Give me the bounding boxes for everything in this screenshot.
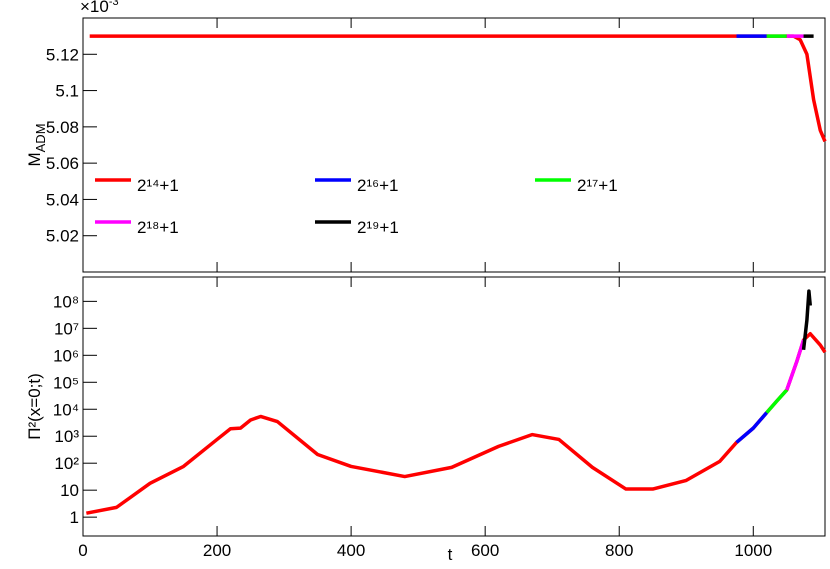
x-tick-label: 1000 <box>734 541 772 560</box>
x-tick-label: 400 <box>337 541 365 560</box>
y-tick-label: 5.06 <box>46 154 79 173</box>
y-tick-label: 10⁴ <box>53 400 79 419</box>
y-tick-label: 10⁵ <box>53 373 79 392</box>
plot-frame <box>82 276 826 537</box>
axis-multiplier-exponent: -3 <box>109 0 119 8</box>
axis-multiplier-base: ×10 <box>80 0 109 16</box>
legend-label: 2¹⁶+1 <box>357 176 399 195</box>
y-tick-label: 10⁸ <box>53 292 79 311</box>
plot-frame <box>82 17 826 273</box>
x-tick-label: 800 <box>605 541 633 560</box>
y-axis-title: Π²(x=0;t) <box>25 373 44 440</box>
axis-multiplier: ×10-3 <box>80 0 119 16</box>
y-tick-label: 10⁶ <box>53 346 79 365</box>
series-line <box>89 34 827 143</box>
y-axis-title-main: M <box>25 152 44 166</box>
legend-label: 2¹⁹+1 <box>357 218 399 237</box>
legend-label: 2¹⁷+1 <box>577 176 618 195</box>
y-tick-label: 10³ <box>54 427 79 446</box>
y-axis-title-sub: ADM <box>33 123 48 152</box>
series-line <box>765 388 789 414</box>
series-line <box>735 411 769 444</box>
legend-label: 2¹⁸+1 <box>137 218 179 237</box>
series-line <box>785 339 806 391</box>
legend-label: 2¹⁴+1 <box>137 176 179 195</box>
y-axis-title: MADM <box>25 123 48 166</box>
x-tick-label: 0 <box>78 541 87 560</box>
series-line <box>801 289 812 350</box>
y-tick-label: 5.12 <box>46 45 79 64</box>
series-line <box>86 331 827 515</box>
y-tick-label: 10⁷ <box>54 319 79 338</box>
y-tick-label: 5.04 <box>46 190 79 209</box>
y-tick-label: 10² <box>54 454 79 473</box>
y-tick-label: 5.02 <box>46 227 79 246</box>
x-tick-label: 600 <box>471 541 499 560</box>
x-axis-title: t <box>448 545 453 564</box>
x-tick-label: 200 <box>203 541 231 560</box>
y-tick-label: 5.1 <box>55 82 79 101</box>
y-tick-label: 1 <box>70 508 79 527</box>
y-tick-label: 10 <box>60 481 79 500</box>
y-tick-label: 5.08 <box>46 118 79 137</box>
